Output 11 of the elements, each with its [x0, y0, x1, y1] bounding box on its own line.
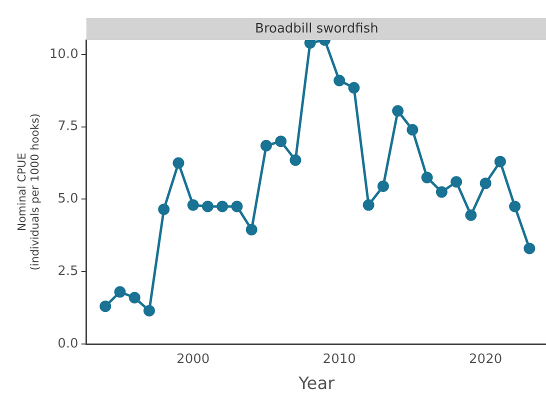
y-tick-label: 10.0	[49, 46, 78, 62]
y-tick-label: 2.5	[58, 264, 78, 279]
y-tick-label: 5.0	[58, 192, 78, 207]
x-tick-label: 2020	[469, 352, 502, 368]
x-tick-label: 2000	[176, 352, 210, 368]
chart-title: Broadbill swordfish	[255, 21, 378, 36]
x-axis-title: Year	[298, 374, 335, 394]
x-tick-label: 2010	[322, 352, 356, 368]
y-axis-title: Nominal CPUE (individuals per 1000 hooks)	[15, 114, 42, 270]
y-tick-label: 7.5	[58, 119, 78, 134]
y-tick-label: 0.0	[58, 336, 78, 352]
